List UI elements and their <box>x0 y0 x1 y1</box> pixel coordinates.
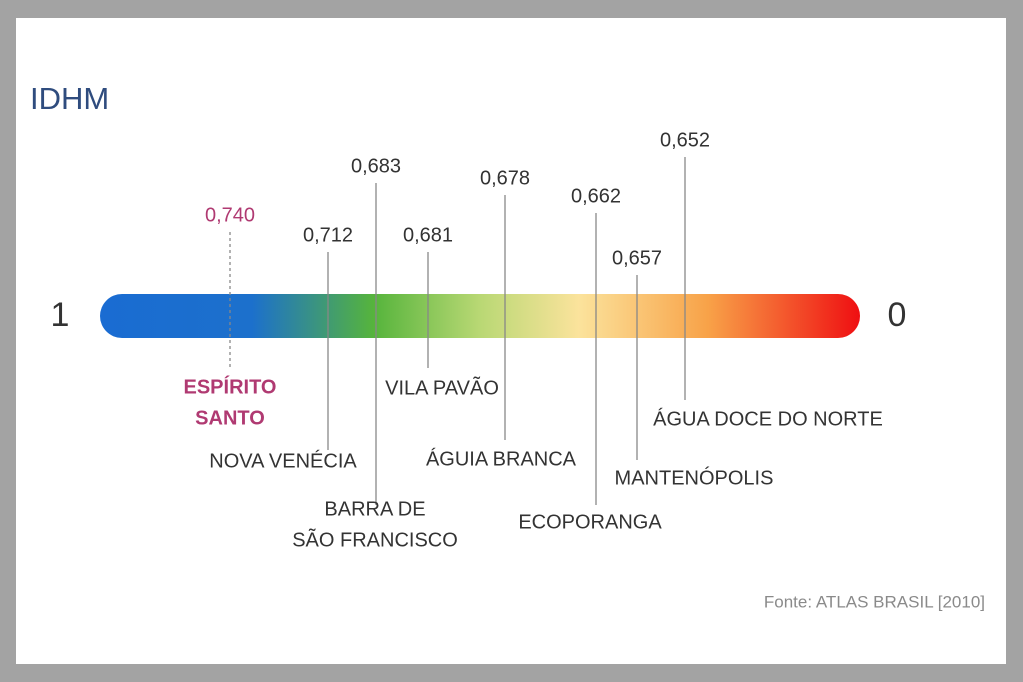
name-label: SÃO FRANCISCO <box>292 527 458 551</box>
value-label: 0,712 <box>303 224 353 246</box>
name-label: MANTENÓPOLIS <box>615 466 774 489</box>
name-label: ÁGUIA BRANCA <box>426 447 577 470</box>
value-label: 0,681 <box>403 224 453 246</box>
source: Fonte: ATLAS BRASIL [2010] <box>764 592 985 611</box>
value-label: 0,662 <box>571 185 621 207</box>
name-label: ECOPORANGA <box>518 511 662 533</box>
value-label: 0,678 <box>480 167 530 189</box>
scale-right-label: 0 <box>888 296 907 334</box>
name-label: SANTO <box>195 407 265 429</box>
value-label: 0,740 <box>205 204 255 226</box>
value-label: 0,683 <box>351 155 401 177</box>
value-label: 0,652 <box>660 129 710 151</box>
name-label: ESPÍRITO <box>184 375 277 398</box>
scale-left-label: 1 <box>51 296 70 334</box>
name-label: VILA PAVÃO <box>385 375 499 399</box>
name-label: NOVA VENÉCIA <box>209 449 357 472</box>
panel <box>16 18 1006 664</box>
title: IDHM <box>30 81 109 116</box>
name-label: ÁGUA DOCE DO NORTE <box>653 407 883 430</box>
gradient-bar <box>100 294 860 338</box>
name-label: BARRA DE <box>324 498 425 520</box>
value-label: 0,657 <box>612 247 662 269</box>
